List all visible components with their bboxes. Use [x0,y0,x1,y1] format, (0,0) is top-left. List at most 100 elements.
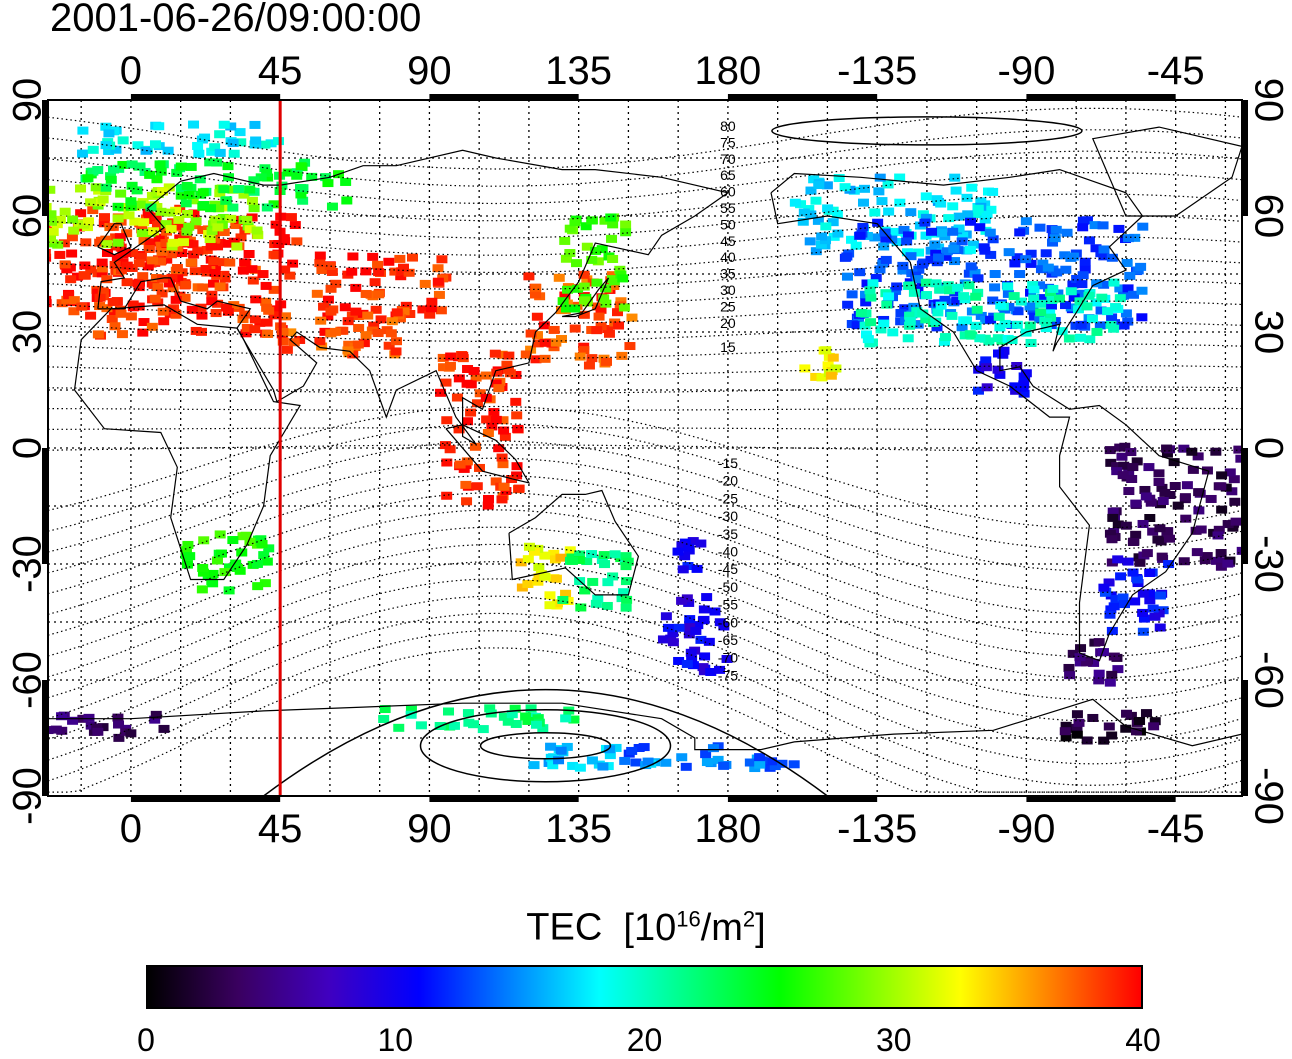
colorbar-tick-label: 40 [1125,1022,1161,1058]
tec-cell [1127,568,1139,577]
tec-cell [230,220,242,229]
tec-cell [567,761,579,770]
tec-cell [189,267,201,276]
tec-cell [1123,467,1135,476]
contour-label: 65 [720,167,736,183]
tec-cell [1137,519,1149,528]
tec-cell [218,120,230,129]
tec-cell [586,255,598,264]
tec-cell [598,551,610,560]
tec-cell [994,370,1006,379]
tec-cell [679,552,691,561]
tec-cell [842,300,854,309]
coastline [73,304,302,581]
tec-cell [256,540,268,549]
tec-cell [1045,313,1057,322]
tec-cell [1068,293,1080,302]
tec-cell [948,244,960,253]
frame-band [130,796,281,802]
tec-cell [1108,602,1120,611]
tec-cell [602,578,614,587]
tec-cell [373,268,385,277]
tec-cell [1216,505,1228,514]
tec-cell [156,187,168,196]
tec-cell [721,654,733,663]
tec-cell [926,227,938,236]
contour-label: -65 [718,632,738,648]
tec-cell [970,292,982,301]
tec-cell [1137,222,1149,231]
tec-cell [390,337,402,346]
magnetic-contour [48,407,1242,411]
tec-cell [251,226,263,235]
tec-cell [76,302,88,311]
tec-cell [94,293,106,302]
tec-cell [143,245,155,254]
tec-cell [684,615,696,624]
contour-label: 20 [720,315,736,331]
tec-cell [916,260,928,269]
tec-cell [342,317,354,326]
tec-cell [569,218,581,227]
lat-tick-label: 60 [6,194,50,239]
tec-cell [490,379,502,388]
tec-cell [68,307,80,316]
tec-cell [691,564,703,573]
tec-cell [1147,527,1159,536]
tec-cell [94,302,106,311]
lon-tick-label: 45 [258,49,303,93]
tec-cell [223,563,235,572]
tec-cell [155,167,167,176]
tec-cell [1076,280,1088,289]
tec-cell [227,536,239,545]
colorbar-tick-label: 30 [875,1022,912,1058]
tec-cell [346,311,358,320]
colorbar-gradient [146,965,1143,1009]
tec-cell [1125,448,1137,457]
tec-cell [386,317,398,326]
tec-cell [1097,648,1109,657]
tec-cell [252,582,264,591]
tec-cell [831,210,843,219]
tec-cell [581,242,593,251]
tec-cell [520,350,532,359]
contour-label: 45 [720,233,736,249]
tec-cell [1179,493,1191,502]
tec-cell [77,126,89,135]
tec-cell [131,186,143,195]
tec-cell [1140,492,1152,501]
tec-cell [158,317,170,326]
tec-cell [127,249,139,258]
tec-cell [96,269,108,278]
tec-cell [869,208,881,217]
tec-cell [672,547,684,556]
tec-cell [985,205,997,214]
tec-cell [501,360,513,369]
tec-cell [873,187,885,196]
tec-cell [830,364,842,373]
tec-cell [32,283,43,291]
tec-cell [612,308,624,317]
tec-cell [268,311,280,320]
tec-cell [1113,224,1125,233]
tec-cell [208,279,220,288]
tec-cell [100,141,112,150]
tec-cell [59,260,71,269]
tec-cell [153,122,165,131]
tec-cell [511,462,523,471]
tec-cell [850,241,862,250]
tec-cell [108,165,120,174]
tec-cell [435,306,447,315]
lat-tick-label: -90 [6,767,50,825]
tec-cell [341,196,353,205]
tec-cell [510,370,522,379]
tec-cell [920,315,932,324]
tec-cell [205,204,217,213]
tec-cell [609,550,621,559]
tec-cell [448,721,460,730]
coastline [770,168,1210,662]
tec-cell [827,218,839,227]
magnetic-contour [48,509,1242,658]
tec-cell [166,273,178,282]
